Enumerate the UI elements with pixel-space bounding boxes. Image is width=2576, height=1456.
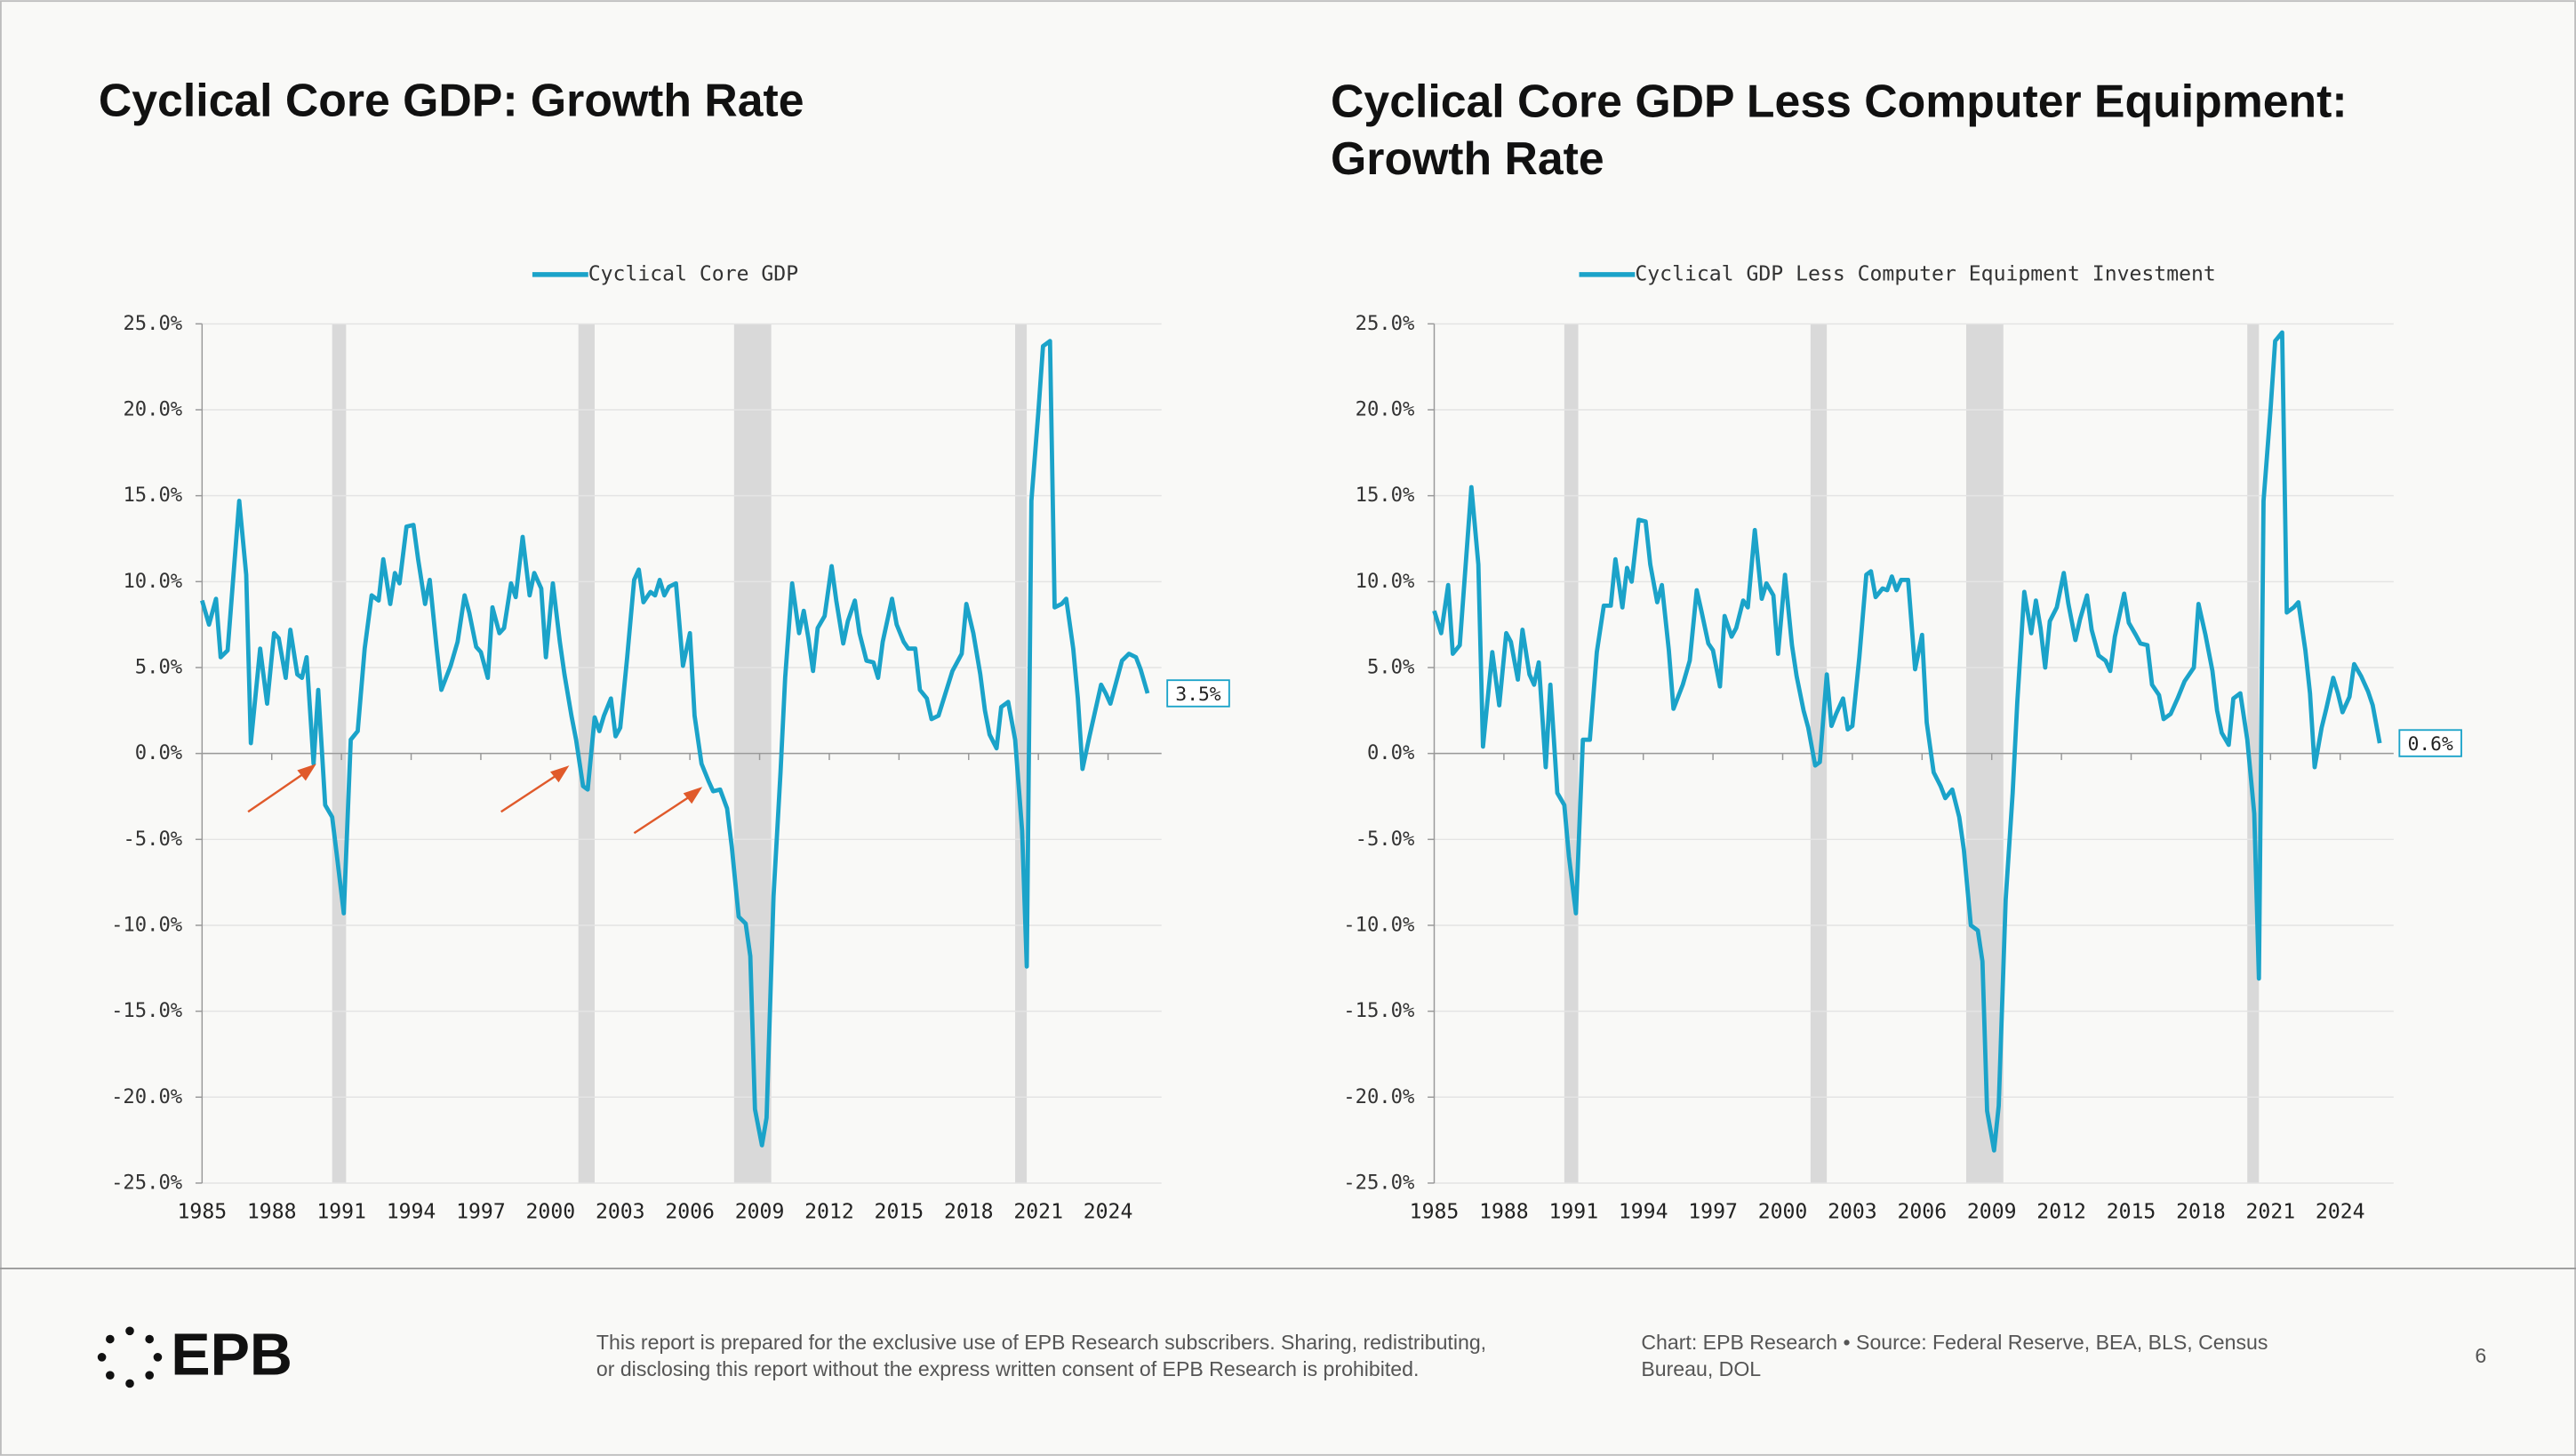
y-tick-label: -15.0% [1343, 999, 1414, 1022]
x-tick-label: 1985 [1410, 1201, 1460, 1224]
y-tick-label: 5.0% [1367, 655, 1414, 678]
y-tick-label: 0.0% [1367, 741, 1414, 764]
y-tick-label: -25.0% [111, 1171, 182, 1194]
y-tick-label: 5.0% [135, 655, 182, 678]
logo-dot [153, 1353, 163, 1362]
y-tick-label: -20.0% [111, 1085, 182, 1108]
disclaimer: or disclosing this report without the ex… [596, 1357, 1420, 1380]
end-label-box [2398, 729, 2462, 757]
x-tick-label: 1997 [456, 1201, 506, 1224]
x-tick-label: 1997 [1688, 1201, 1738, 1224]
logo-text: EPB [171, 1322, 292, 1388]
y-tick-label: 15.0% [123, 484, 182, 507]
y-tick-label: -10.0% [1343, 913, 1414, 936]
chart-title: Cyclical Core GDP: Growth Rate [99, 74, 804, 125]
x-tick-label: 2009 [1967, 1201, 2017, 1224]
x-tick-label: 2006 [1898, 1201, 1948, 1224]
arrow-head [683, 787, 703, 804]
annotation-arrows [247, 764, 703, 835]
x-tick-label: 1994 [1619, 1201, 1668, 1224]
x-tick-label: 2021 [1013, 1201, 1063, 1224]
x-tick-label: 2006 [665, 1201, 715, 1224]
x-tick-label: 1991 [316, 1201, 366, 1224]
x-tick-label: 2021 [2246, 1201, 2296, 1224]
series-line [1432, 330, 2382, 1153]
chart-title: Cyclical Core GDP Less Computer Equipmen… [1331, 76, 2348, 185]
x-tick-label: 2000 [1758, 1201, 1808, 1224]
logo-dot [106, 1334, 115, 1344]
x-tick-label: 2015 [2107, 1201, 2156, 1224]
end-label: 3.5% [1175, 684, 1220, 706]
arrow-head [549, 765, 570, 783]
logo-dot [145, 1334, 154, 1344]
y-tick-label: 25.0% [1356, 312, 1415, 335]
plot: -25.0% -20.0% -15.0% -10.0% -5.0% 0.0% 5.0% 10.… [111, 262, 1230, 1224]
plots: -25.0% -20.0% -15.0% -10.0% -5.0% 0.0% 5.0% 10.… [111, 262, 2462, 1224]
end-label: 0.6% [2408, 733, 2453, 756]
y-tick-label: 25.0% [123, 312, 182, 335]
source: Chart: EPB Research • Source: Federal Re… [1641, 1331, 2268, 1354]
logo-icon [97, 1326, 163, 1388]
y-tick-label: -5.0% [1356, 828, 1415, 851]
chart-title-box: Cyclical Core GDP Less Computer Equipmen… [1331, 76, 2348, 185]
legend-label: Cyclical GDP Less Computer Equipment Inv… [1635, 262, 2215, 285]
x-tick-label: 2015 [875, 1201, 924, 1224]
y-tick-label: 20.0% [123, 398, 182, 421]
x-tick-label: 2012 [2036, 1201, 2086, 1224]
x-tick-label: 1988 [1479, 1201, 1529, 1224]
y-tick-label: -25.0% [1343, 1171, 1414, 1194]
page-number: 6 [2475, 1344, 2486, 1367]
y-tick-label: -15.0% [111, 999, 182, 1022]
source: Bureau, DOL [1641, 1357, 1761, 1380]
x-tick-label: 2009 [735, 1201, 785, 1224]
y-tick-label: 10.0% [1356, 570, 1415, 593]
x-tick-label: 2003 [596, 1201, 645, 1224]
logo-dot [125, 1326, 134, 1336]
x-tick-label: 1991 [1548, 1201, 1598, 1224]
x-tick-label: 2018 [944, 1201, 994, 1224]
logo-dot [97, 1353, 107, 1362]
logo-dot [106, 1371, 115, 1380]
x-tick-label: 2024 [1084, 1201, 1133, 1224]
logo-dot [145, 1371, 154, 1380]
arrow [633, 794, 692, 835]
disclaimer: This report is prepared for the exclusiv… [596, 1331, 1486, 1354]
plot: -25.0% -20.0% -15.0% -10.0% -5.0% 0.0% 5.0% 10.… [1343, 262, 2462, 1224]
x-tick-label: 2000 [526, 1201, 576, 1224]
logo-dot [125, 1379, 134, 1388]
y-tick-label: -20.0% [1343, 1085, 1414, 1108]
y-tick-label: 10.0% [123, 570, 182, 593]
x-tick-label: 2003 [1828, 1201, 1877, 1224]
series-line [200, 339, 1150, 1148]
x-tick-label: 2024 [2316, 1201, 2365, 1224]
x-tick-label: 1985 [178, 1201, 228, 1224]
y-tick-label: 15.0% [1356, 484, 1415, 507]
y-tick-label: -10.0% [111, 913, 182, 936]
arrow [247, 771, 307, 813]
y-tick-label: -5.0% [123, 828, 182, 851]
arrow [500, 772, 560, 813]
x-tick-label: 1988 [247, 1201, 297, 1224]
x-tick-label: 2012 [804, 1201, 854, 1224]
x-tick-label: 1994 [387, 1201, 436, 1224]
y-tick-label: 0.0% [135, 741, 182, 764]
y-tick-label: 20.0% [1356, 398, 1415, 421]
arrow-head [297, 764, 316, 781]
legend-label: Cyclical Core GDP [588, 262, 798, 285]
x-tick-label: 2018 [2176, 1201, 2226, 1224]
end-label-box [1166, 679, 1230, 708]
